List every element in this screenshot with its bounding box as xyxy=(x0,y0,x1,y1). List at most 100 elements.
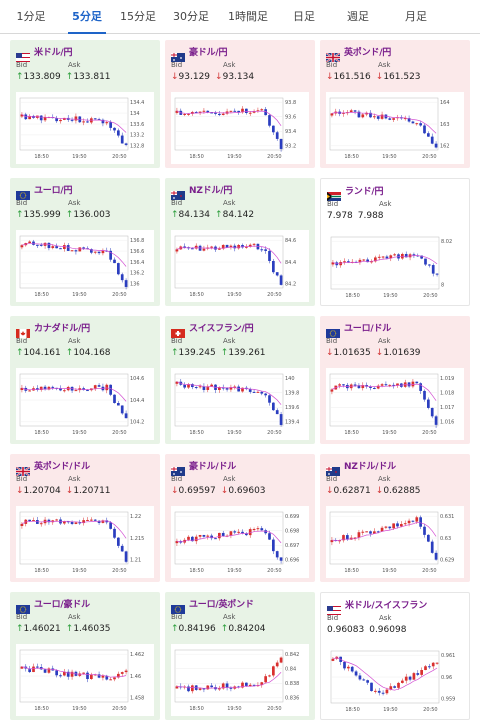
rate-card[interactable]: カナダドル/円 Bid Ask ↑104.161 ↑104.168 104.6 1… xyxy=(10,316,160,444)
rate-card[interactable]: NZドル/ドル Bid Ask ↓0.62871 ↓0.62885 0.631 0… xyxy=(320,454,470,582)
y-tick-label: 134.4 xyxy=(130,100,144,106)
bid-number: 0.62871 xyxy=(333,485,371,496)
price-chart[interactable]: 1.019 1.018 1.017 1.016 18:50 19:50 20:50 xyxy=(326,368,464,440)
y-tick-label: 132.8 xyxy=(130,144,144,150)
rate-card[interactable]: 米ドル/スイスフラン Bid Ask 0.96083 0.96098 0.961… xyxy=(320,592,470,720)
currency-pair-link[interactable]: 英ポンド/円 xyxy=(344,47,392,58)
price-chart[interactable]: 93.8 93.6 93.4 93.2 18:50 19:50 20:50 xyxy=(171,92,309,164)
ask-number: 136.003 xyxy=(73,209,111,220)
bid-label: Bid xyxy=(171,475,183,483)
currency-pair-link[interactable]: 英ポンド/ドル xyxy=(34,461,90,472)
y-tick-label: 136 xyxy=(130,282,140,288)
rate-card[interactable]: 米ドル/円 Bid Ask ↑133.809 ↑133.811 134.4 134… xyxy=(10,40,160,168)
y-tick-label: 0.836 xyxy=(285,696,299,702)
price-chart[interactable]: 0.631 0.63 0.629 18:50 19:50 20:50 xyxy=(326,506,464,578)
x-tick-label: 20:50 xyxy=(112,568,126,574)
rate-card[interactable]: ユーロ/英ポンド Bid Ask ↑0.84196 ↑0.84204 0.842… xyxy=(165,592,315,720)
tab-8[interactable]: 月足 xyxy=(405,10,427,23)
rate-card[interactable]: 豪ドル/円 Bid Ask ↓93.129 ↓93.134 93.8 93.6 93… xyxy=(165,40,315,168)
price-chart[interactable]: 0.961 0.96 0.959 18:50 19:50 20:50 xyxy=(327,645,465,717)
price-chart[interactable]: 8.02 8 18:50 19:50 20:50 xyxy=(327,231,465,303)
currency-pair-link[interactable]: 豪ドル/ドル xyxy=(189,461,237,472)
price-values: ↑133.809 ↑133.811 xyxy=(16,70,154,83)
bid-label: Bid xyxy=(171,61,183,69)
tab-1[interactable]: 1分足 xyxy=(16,10,46,23)
y-tick-label: 140 xyxy=(285,376,295,382)
price-labels: Bid Ask xyxy=(171,613,309,622)
ask-label: Ask xyxy=(223,475,236,483)
price-chart[interactable]: 1.462 1.46 1.458 18:50 19:50 20:50 xyxy=(16,644,154,716)
currency-pair-link[interactable]: ユーロ/円 xyxy=(34,185,73,196)
currency-pair-link[interactable]: ユーロ/豪ドル xyxy=(34,599,90,610)
bid-value: ↑139.245 xyxy=(171,348,216,358)
currency-pair-link[interactable]: ユーロ/ドル xyxy=(344,323,392,334)
currency-pair-link[interactable]: NZドル/ドル xyxy=(344,461,396,472)
price-chart[interactable]: 136.8 136.6 136.4 136.2 136 18:50 19:50 20:50 xyxy=(16,230,154,302)
price-values: ↓161.516 ↓161.523 xyxy=(326,70,464,83)
bid-number: 139.245 xyxy=(178,347,216,358)
y-tick-label: 1.215 xyxy=(130,536,144,542)
up-arrow-icon: ↑ xyxy=(16,347,24,358)
price-chart[interactable]: 104.6 104.4 104.2 18:50 19:50 20:50 xyxy=(16,368,154,440)
currency-pair-link[interactable]: カナダドル/円 xyxy=(34,323,90,334)
x-tick-label: 18:50 xyxy=(34,568,48,574)
y-tick-label: 163 xyxy=(440,122,450,128)
rate-card[interactable]: ユーロ/豪ドル Bid Ask ↑1.46021 ↑1.46035 1.462 1… xyxy=(10,592,160,720)
x-tick-label: 19:50 xyxy=(227,706,241,712)
tab-6[interactable]: 日足 xyxy=(293,10,315,23)
y-tick-label: 164 xyxy=(440,100,450,106)
price-chart[interactable]: 134.4 134 133.6 133.2 132.8 18:50 19:50 20:50 xyxy=(16,92,154,164)
ask-value: ↓0.69603 xyxy=(221,486,266,496)
bid-number: 0.96083 xyxy=(327,624,365,635)
price-values: ↓1.01635 ↓1.01639 xyxy=(326,346,464,359)
bid-number: 133.809 xyxy=(23,71,61,82)
currency-pair-link[interactable]: NZドル/円 xyxy=(189,185,233,196)
tab-5[interactable]: 1時間足 xyxy=(228,10,268,23)
price-chart[interactable]: 84.6 84.4 84.2 18:50 19:50 20:50 xyxy=(171,230,309,302)
rate-card[interactable]: 英ポンド/円 Bid Ask ↓161.516 ↓161.523 164 163 1… xyxy=(320,40,470,168)
currency-pair-link[interactable]: 米ドル/スイスフラン xyxy=(345,600,428,611)
price-chart[interactable]: 1.22 1.215 1.21 18:50 19:50 20:50 xyxy=(16,506,154,578)
price-chart[interactable]: 0.842 0.84 0.838 0.836 18:50 19:50 20:50 xyxy=(171,644,309,716)
rate-card[interactable]: 豪ドル/ドル Bid Ask ↓0.69597 ↓0.69603 0.699 0.… xyxy=(165,454,315,582)
ask-value: ↓93.134 xyxy=(215,72,254,82)
card-title-row: ユーロ/英ポンド xyxy=(171,596,309,614)
y-tick-label: 136.2 xyxy=(130,271,144,277)
currency-pair-link[interactable]: ランド/円 xyxy=(345,186,384,197)
bid-label: Bid xyxy=(326,337,338,345)
y-tick-label: 0.842 xyxy=(285,652,299,658)
x-tick-label: 18:50 xyxy=(34,292,48,298)
rate-card[interactable]: スイスフラン/円 Bid Ask ↑139.245 ↑139.261 140 13… xyxy=(165,316,315,444)
rate-card[interactable]: ユーロ/ドル Bid Ask ↓1.01635 ↓1.01639 1.019 1.… xyxy=(320,316,470,444)
rate-card[interactable]: ランド/円 Bid Ask 7.978 7.988 8.02 8 18:50 19:5… xyxy=(320,178,470,306)
price-values: ↑139.245 ↑139.261 xyxy=(171,346,309,359)
y-tick-label: 1.018 xyxy=(440,391,454,397)
card-title-row: スイスフラン/円 xyxy=(171,320,309,338)
currency-pair-link[interactable]: スイスフラン/円 xyxy=(189,323,254,334)
currency-pair-link[interactable]: 米ドル/円 xyxy=(34,47,73,58)
tab-2[interactable]: 5分足 xyxy=(62,0,112,34)
rate-card[interactable]: ユーロ/円 Bid Ask ↑135.999 ↑136.003 136.8 136… xyxy=(10,178,160,306)
y-tick-label: 104.4 xyxy=(130,398,144,404)
ask-number: 133.811 xyxy=(73,71,111,82)
price-chart[interactable]: 140 139.8 139.6 139.4 18:50 19:50 20:50 xyxy=(171,368,309,440)
card-title-row: 英ポンド/円 xyxy=(325,44,464,63)
currency-pair-link[interactable]: ユーロ/英ポンド xyxy=(189,599,254,610)
price-chart[interactable]: 164 163 162 18:50 19:50 20:50 xyxy=(326,92,464,164)
rate-card[interactable]: 英ポンド/ドル Bid Ask ↓1.20704 ↓1.20711 1.22 1.… xyxy=(10,454,160,582)
tab-3[interactable]: 15分足 xyxy=(120,10,156,23)
x-tick-label: 20:50 xyxy=(112,430,126,436)
rate-card[interactable]: NZドル/円 Bid Ask ↑84.134 ↑84.142 84.6 84.4 8… xyxy=(165,178,315,306)
price-labels: Bid Ask xyxy=(326,61,464,70)
bid-value: ↓93.129 xyxy=(171,72,210,82)
price-chart[interactable]: 0.699 0.698 0.697 0.696 18:50 19:50 20:50 xyxy=(171,506,309,578)
currency-pair-link[interactable]: 豪ドル/円 xyxy=(189,47,228,58)
bid-label: Bid xyxy=(326,475,338,483)
ask-number: 7.988 xyxy=(357,210,384,221)
down-arrow-icon: ↓ xyxy=(220,485,229,496)
x-tick-label: 20:50 xyxy=(112,706,126,712)
tab-7[interactable]: 週足 xyxy=(347,10,369,23)
up-arrow-icon: ↑ xyxy=(16,209,24,220)
tab-4[interactable]: 30分足 xyxy=(173,10,209,23)
x-tick-label: 18:50 xyxy=(345,707,359,713)
